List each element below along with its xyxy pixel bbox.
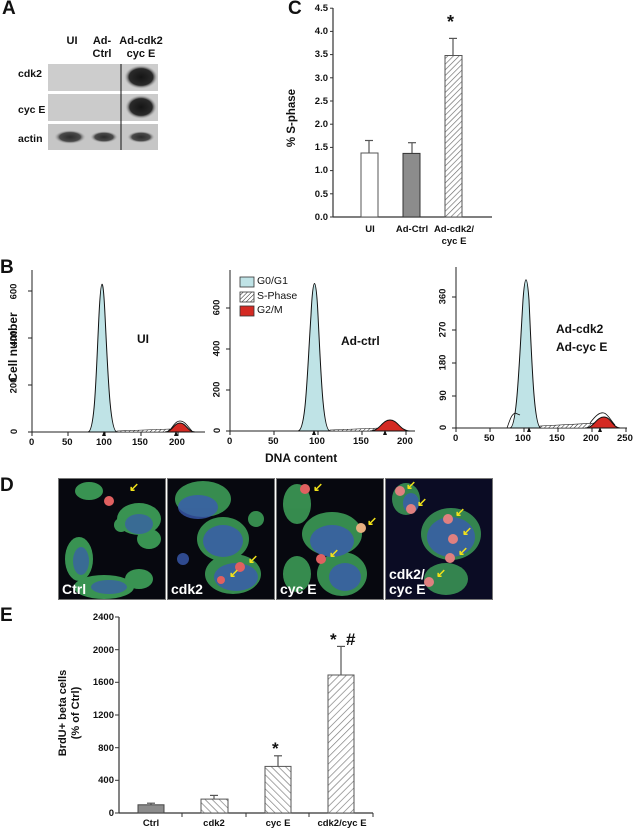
b-title-ad-ctrl: Ad-ctrl	[341, 334, 380, 348]
lane-label-ad-cdk2-cyce: Ad-cdk2 cyc E	[119, 35, 163, 60]
e-x-label-cdk2: cdk2	[203, 818, 225, 829]
arrow-icon: ↙	[458, 544, 468, 558]
c-significance-star: *	[447, 12, 455, 32]
c-x-label-ui: UI	[365, 224, 375, 235]
micrograph-cdk2-image: ↙ ↙	[175, 481, 264, 594]
dna-histograms	[28, 267, 627, 436]
panel-a-letter: A	[2, 0, 16, 19]
b-x-axis-label: DNA content	[265, 451, 338, 465]
legend-g2m: G2/M	[257, 304, 283, 316]
lane-label-ui: UI	[66, 35, 78, 47]
arrow-icon: ↙	[455, 505, 465, 519]
arrow-icon: ↙	[329, 546, 339, 560]
legend-s-phase: S-Phase	[257, 290, 298, 302]
legend-g0g1: G0/G1	[257, 275, 288, 287]
micrograph-cdk2-cyce-caption: cdk2/ cyc E	[389, 566, 426, 597]
arrow-icon: ↙	[129, 480, 139, 494]
micrograph-cyce-caption: cyc E	[280, 581, 317, 597]
e-x-label-cdk2-cyce: cdk2/cyc E	[317, 818, 367, 829]
micrograph-cyce-image: ↙ ↙ ↙	[283, 480, 377, 596]
s-phase-bar-chart	[330, 7, 492, 218]
arrow-icon: ↙	[406, 479, 416, 492]
micrograph-cdk2-cyce-image: ↙ ↙ ↙ ↙ ↙ ↙	[392, 479, 481, 595]
e-significance-cdk2-cyce: * #	[330, 630, 356, 649]
e-y-axis-label: BrdU+ beta cells (% of Ctrl)	[57, 669, 82, 757]
c-x-label-ad-cdk2-cyce: Ad-cdk2/ cyc E	[433, 224, 475, 247]
e-x-label-ctrl: Ctrl	[142, 818, 160, 829]
arrow-icon: ↙	[367, 514, 377, 528]
arrow-icon: ↙	[436, 566, 446, 580]
brdu-bar-chart	[115, 616, 374, 817]
panel-b-letter: B	[0, 257, 14, 278]
western-blot-image	[48, 64, 158, 150]
b-title-ad-cdk2-cyce: Ad-cdk2 Ad-cyc E	[556, 322, 608, 354]
arrow-icon: ↙	[313, 480, 323, 494]
e-significance-cyce: *	[272, 739, 279, 758]
arrow-icon: ↙	[462, 524, 472, 538]
micrograph-cdk2: ↙ ↙ cdk2	[167, 478, 275, 600]
lane-label-ad-ctrl: Ad- Ctrl	[92, 35, 112, 60]
arrow-icon: ↙	[229, 566, 239, 580]
panel-e-letter: E	[0, 605, 13, 626]
panel-d-letter: D	[0, 475, 14, 496]
e-x-label-cyce: cyc E	[265, 818, 291, 829]
micrograph-ctrl-image: ↙	[65, 480, 161, 599]
micrograph-cdk2-caption: cdk2	[171, 581, 203, 597]
histogram-ad-cdk2-cyce	[452, 267, 627, 432]
panel-c-letter: C	[288, 0, 302, 19]
histogram-ad-ctrl	[226, 270, 415, 435]
b-title-ui: UI	[137, 332, 149, 346]
micrograph-ctrl-caption: Ctrl	[62, 581, 87, 597]
micrograph-ctrl: ↙ Ctrl	[58, 478, 166, 600]
histogram-ui	[28, 270, 205, 436]
micrograph-cdk2-cyce: ↙ ↙ ↙ ↙ ↙ ↙ cdk2/ cyc E	[385, 478, 493, 600]
row-label-cyce: cyc E	[18, 104, 46, 116]
c-x-label-ad-ctrl: Ad-Ctrl	[395, 224, 429, 235]
arrow-icon: ↙	[248, 552, 258, 566]
arrow-icon: ↙	[417, 495, 427, 509]
c-y-axis-label: % S-phase	[286, 88, 298, 148]
row-label-actin: actin	[18, 133, 43, 145]
row-label-cdk2: cdk2	[18, 68, 42, 80]
micrograph-cyce: ↙ ↙ ↙ cyc E	[276, 478, 384, 600]
